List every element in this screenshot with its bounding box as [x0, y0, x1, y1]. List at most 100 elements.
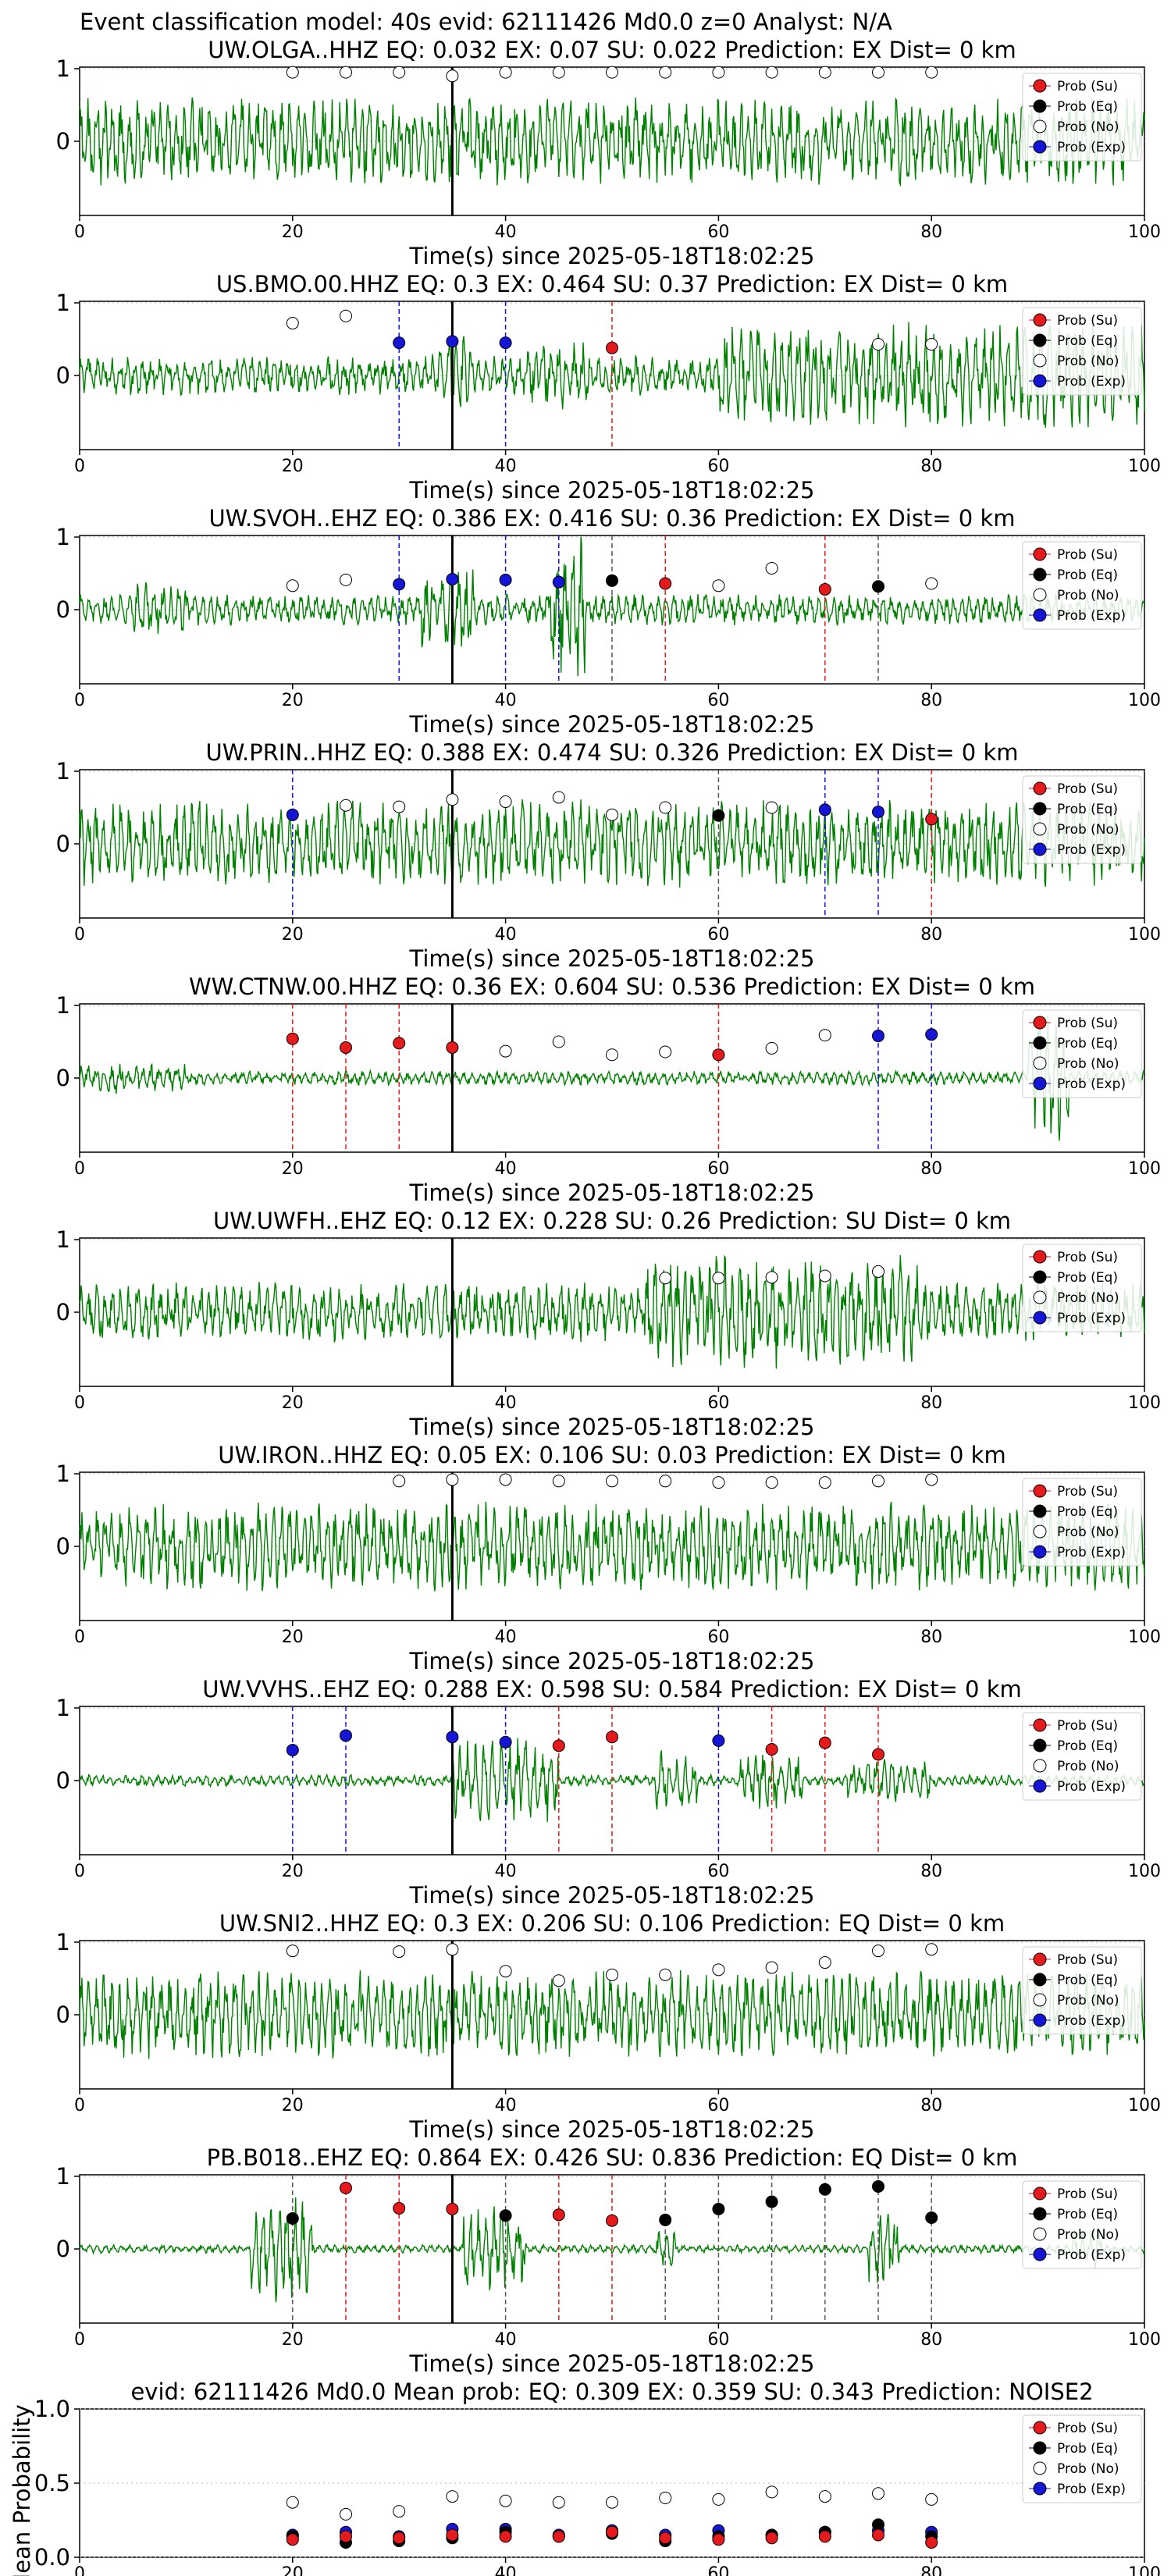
legend-marker [1033, 1250, 1047, 1264]
legend: Prob (Su) Prob (Eq) Prob (No) Prob (Exp) [1022, 73, 1142, 162]
y-tick-label: 0.0 [34, 2544, 70, 2571]
legend-marker [1033, 2186, 1047, 2201]
x-axis-label: Time(s) since 2025-05-18T18:02:25 [409, 2116, 815, 2143]
probability-point [393, 1945, 406, 1959]
probability-point [552, 1475, 565, 1488]
probability-point [872, 66, 884, 79]
legend-marker [1033, 140, 1047, 154]
legend-label: Prob (Exp) [1057, 1779, 1126, 1795]
legend-frame [1022, 1244, 1142, 1332]
legend-label: Prob (No) [1057, 354, 1119, 369]
x-tick-label: 0 [74, 925, 85, 945]
probability-point [446, 793, 459, 806]
legend-label: Prob (Eq) [1057, 802, 1118, 817]
legend-marker [1033, 1270, 1047, 1284]
probability-point [659, 577, 672, 590]
probability-point [340, 1041, 352, 1054]
probability-point [286, 1944, 299, 1958]
mean-prob-point [340, 2530, 352, 2543]
x-tick-label: 0 [74, 2564, 85, 2576]
legend-label: Prob (Exp) [1057, 608, 1126, 624]
legend-marker [1033, 1311, 1047, 1325]
probability-point [393, 66, 406, 79]
x-tick-label: 80 [920, 1628, 942, 1647]
probability-point [659, 1272, 672, 1285]
x-tick-label: 0 [74, 222, 85, 242]
x-tick-label: 20 [282, 2564, 304, 2576]
legend-marker [1033, 1718, 1047, 1732]
mean-prob-point [606, 2525, 618, 2539]
probability-point [765, 1743, 778, 1756]
seismogram-trace [79, 799, 1145, 888]
x-tick-label: 100 [1128, 2564, 1161, 2576]
y-tick-label: 0 [56, 362, 70, 389]
legend-label: Prob (Exp) [1057, 2247, 1126, 2263]
legend-label: Prob (Eq) [1057, 568, 1118, 583]
y-tick-label: 0 [56, 1533, 70, 1560]
legend: Prob (Su) Prob (Eq) Prob (No) Prob (Exp) [1022, 2414, 1142, 2503]
legend: Prob (Su) Prob (Eq) Prob (No) Prob (Exp) [1022, 541, 1142, 630]
x-tick-label: 80 [920, 2096, 942, 2115]
probability-point [446, 2202, 459, 2215]
legend-marker [1033, 822, 1047, 836]
probability-point [712, 1476, 725, 1489]
probability-point [712, 1272, 725, 1285]
x-tick-label: 100 [1128, 1628, 1161, 1647]
panel-title: WW.CTNW.00.HHZ EQ: 0.36 EX: 0.604 SU: 0.… [189, 973, 1035, 1000]
x-tick-label: 0 [74, 2096, 85, 2115]
probability-point [765, 1271, 778, 1284]
probability-point [286, 66, 299, 79]
seismogram-panel: WW.CTNW.00.HHZ EQ: 0.36 EX: 0.604 SU: 0.… [56, 973, 1161, 1206]
y-tick-label: 0 [56, 1767, 70, 1794]
probability-point [393, 578, 406, 591]
probability-point [286, 579, 299, 592]
y-tick-label: 0.5 [34, 2470, 70, 2496]
mean-prob-point [446, 2490, 459, 2503]
probability-point [499, 1965, 512, 1978]
x-tick-label: 20 [282, 1393, 304, 1413]
legend-marker [1033, 2482, 1047, 2496]
legend-label: Prob (Exp) [1057, 1545, 1126, 1560]
x-tick-label: 60 [707, 2096, 729, 2115]
figure-suptitle: Event classification model: 40s evid: 62… [80, 9, 892, 35]
probability-point [712, 2202, 725, 2215]
probability-point [446, 1731, 459, 1744]
legend-marker [1033, 1545, 1047, 1559]
probability-point [872, 1748, 884, 1761]
x-tick-label: 80 [920, 2330, 942, 2350]
y-tick-label: 0 [56, 2001, 70, 2028]
legend-marker [1033, 1993, 1047, 2007]
probability-point [925, 338, 938, 351]
legend-frame [1022, 2414, 1142, 2503]
y-tick-label: 1 [56, 55, 70, 82]
probability-point [606, 341, 618, 354]
probability-point [446, 1943, 459, 1956]
x-tick-label: 40 [495, 1862, 517, 1881]
seismogram-trace [79, 1015, 1145, 1141]
legend-marker [1033, 547, 1047, 561]
x-tick-label: 0 [74, 691, 85, 710]
probability-point [872, 1030, 884, 1043]
probability-point [606, 808, 618, 821]
seismogram-trace [79, 1501, 1145, 1592]
legend-label: Prob (Eq) [1057, 1973, 1118, 1988]
x-tick-label: 0 [74, 1159, 85, 1179]
probability-point [552, 66, 565, 79]
probability-point [659, 2213, 672, 2226]
x-tick-label: 60 [707, 2330, 729, 2350]
probability-point [712, 66, 725, 79]
y-tick-label: 0 [56, 831, 70, 857]
x-axis-label: Time(s) since 2025-05-18T18:02:25 [409, 945, 815, 972]
y-tick-label: 1 [56, 524, 70, 550]
legend-marker [1033, 2421, 1047, 2435]
x-tick-label: 20 [282, 691, 304, 710]
probability-point [925, 1943, 938, 1956]
y-axis-label: Mean Probability [9, 2404, 35, 2576]
probability-point [818, 803, 831, 817]
legend-marker [1033, 1290, 1047, 1304]
legend-marker [1033, 1759, 1047, 1773]
x-axis-label: Time(s) since 2025-05-18T18:02:25 [409, 1648, 815, 1674]
x-axis-label: Time(s) since 2025-05-18T18:02:25 [409, 477, 815, 503]
legend: Prob (Su) Prob (Eq) Prob (No) Prob (Exp) [1022, 1478, 1142, 1567]
legend-marker [1033, 1504, 1047, 1518]
